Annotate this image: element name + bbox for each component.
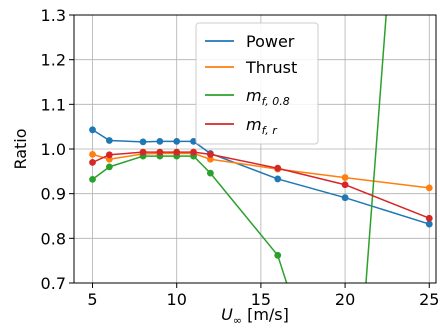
legend-item-4-label: mf, r [246, 115, 278, 137]
series-4-point [156, 148, 164, 156]
series-layer [89, 15, 433, 283]
series-1-point [156, 138, 164, 145]
series-2-line [92, 152, 430, 189]
x-tick-label: 5 [87, 290, 97, 309]
series-2-point [425, 184, 433, 192]
series-1-point [139, 138, 147, 146]
y-axis-title: Ratio [11, 128, 30, 169]
tick-layer: 5 10 15 20 25 0.7 0.8 0.9 1.0 1.1 1.2 1.3 [41, 6, 440, 309]
x-axis-title: U∞ [m/s] [221, 305, 289, 327]
legend-item-4-subscript: f, r [262, 124, 279, 137]
series-4-point [105, 151, 113, 159]
series-3-point [89, 175, 96, 183]
legend-item-3-label: mf, 0.8 [246, 86, 290, 108]
legend-item-3-subscript: f, 0.8 [262, 95, 290, 108]
legend-item-1-label: Power [246, 32, 295, 51]
series-4-point [206, 150, 214, 158]
series-1-point [190, 138, 197, 145]
series-2-point [341, 174, 349, 181]
series-4-point [425, 214, 433, 222]
legend-item-3-symbol: m [246, 86, 262, 105]
x-tick-label: 15 [251, 290, 271, 309]
series-4-point [274, 164, 282, 172]
x-tick-label: 20 [335, 290, 355, 309]
series-4-line [92, 151, 430, 219]
series-3-point [274, 251, 282, 259]
series-4-point [173, 148, 181, 156]
series-3-point [206, 169, 214, 177]
x-tick-label: 25 [419, 290, 439, 309]
y-tick-label: 1.3 [41, 6, 66, 25]
series-1-point [105, 137, 113, 144]
series-3-point [105, 163, 113, 171]
y-tick-label: 0.8 [41, 229, 66, 248]
y-tick-label: 0.9 [41, 185, 66, 204]
y-tick-label: 1.1 [41, 95, 66, 114]
series-2-point [89, 150, 96, 158]
series-4-point [89, 159, 96, 166]
legend-item-2-label: Thrust [245, 58, 297, 77]
series-4-point [190, 148, 197, 156]
series-4-point [341, 181, 349, 189]
x-tick-label: 10 [167, 290, 187, 309]
series-1-line [92, 129, 430, 225]
legend-item-4-symbol: m [246, 115, 262, 134]
y-tick-label: 0.7 [41, 274, 66, 293]
series-2-point [206, 155, 214, 163]
legend-box [195, 22, 319, 145]
series-4-point [139, 148, 147, 156]
series-1-point [341, 194, 349, 202]
series-1-point [425, 220, 433, 228]
y-tick-label: 1.0 [41, 140, 66, 159]
y-tick-label: 1.2 [41, 51, 66, 70]
x-axis-subscript: ∞ [233, 314, 242, 327]
x-axis-symbol: U [221, 305, 233, 324]
series-1-point [274, 175, 282, 183]
x-axis-unit: [m/s] [242, 305, 289, 324]
series-1-point [173, 138, 181, 145]
series-1-point [89, 126, 96, 134]
